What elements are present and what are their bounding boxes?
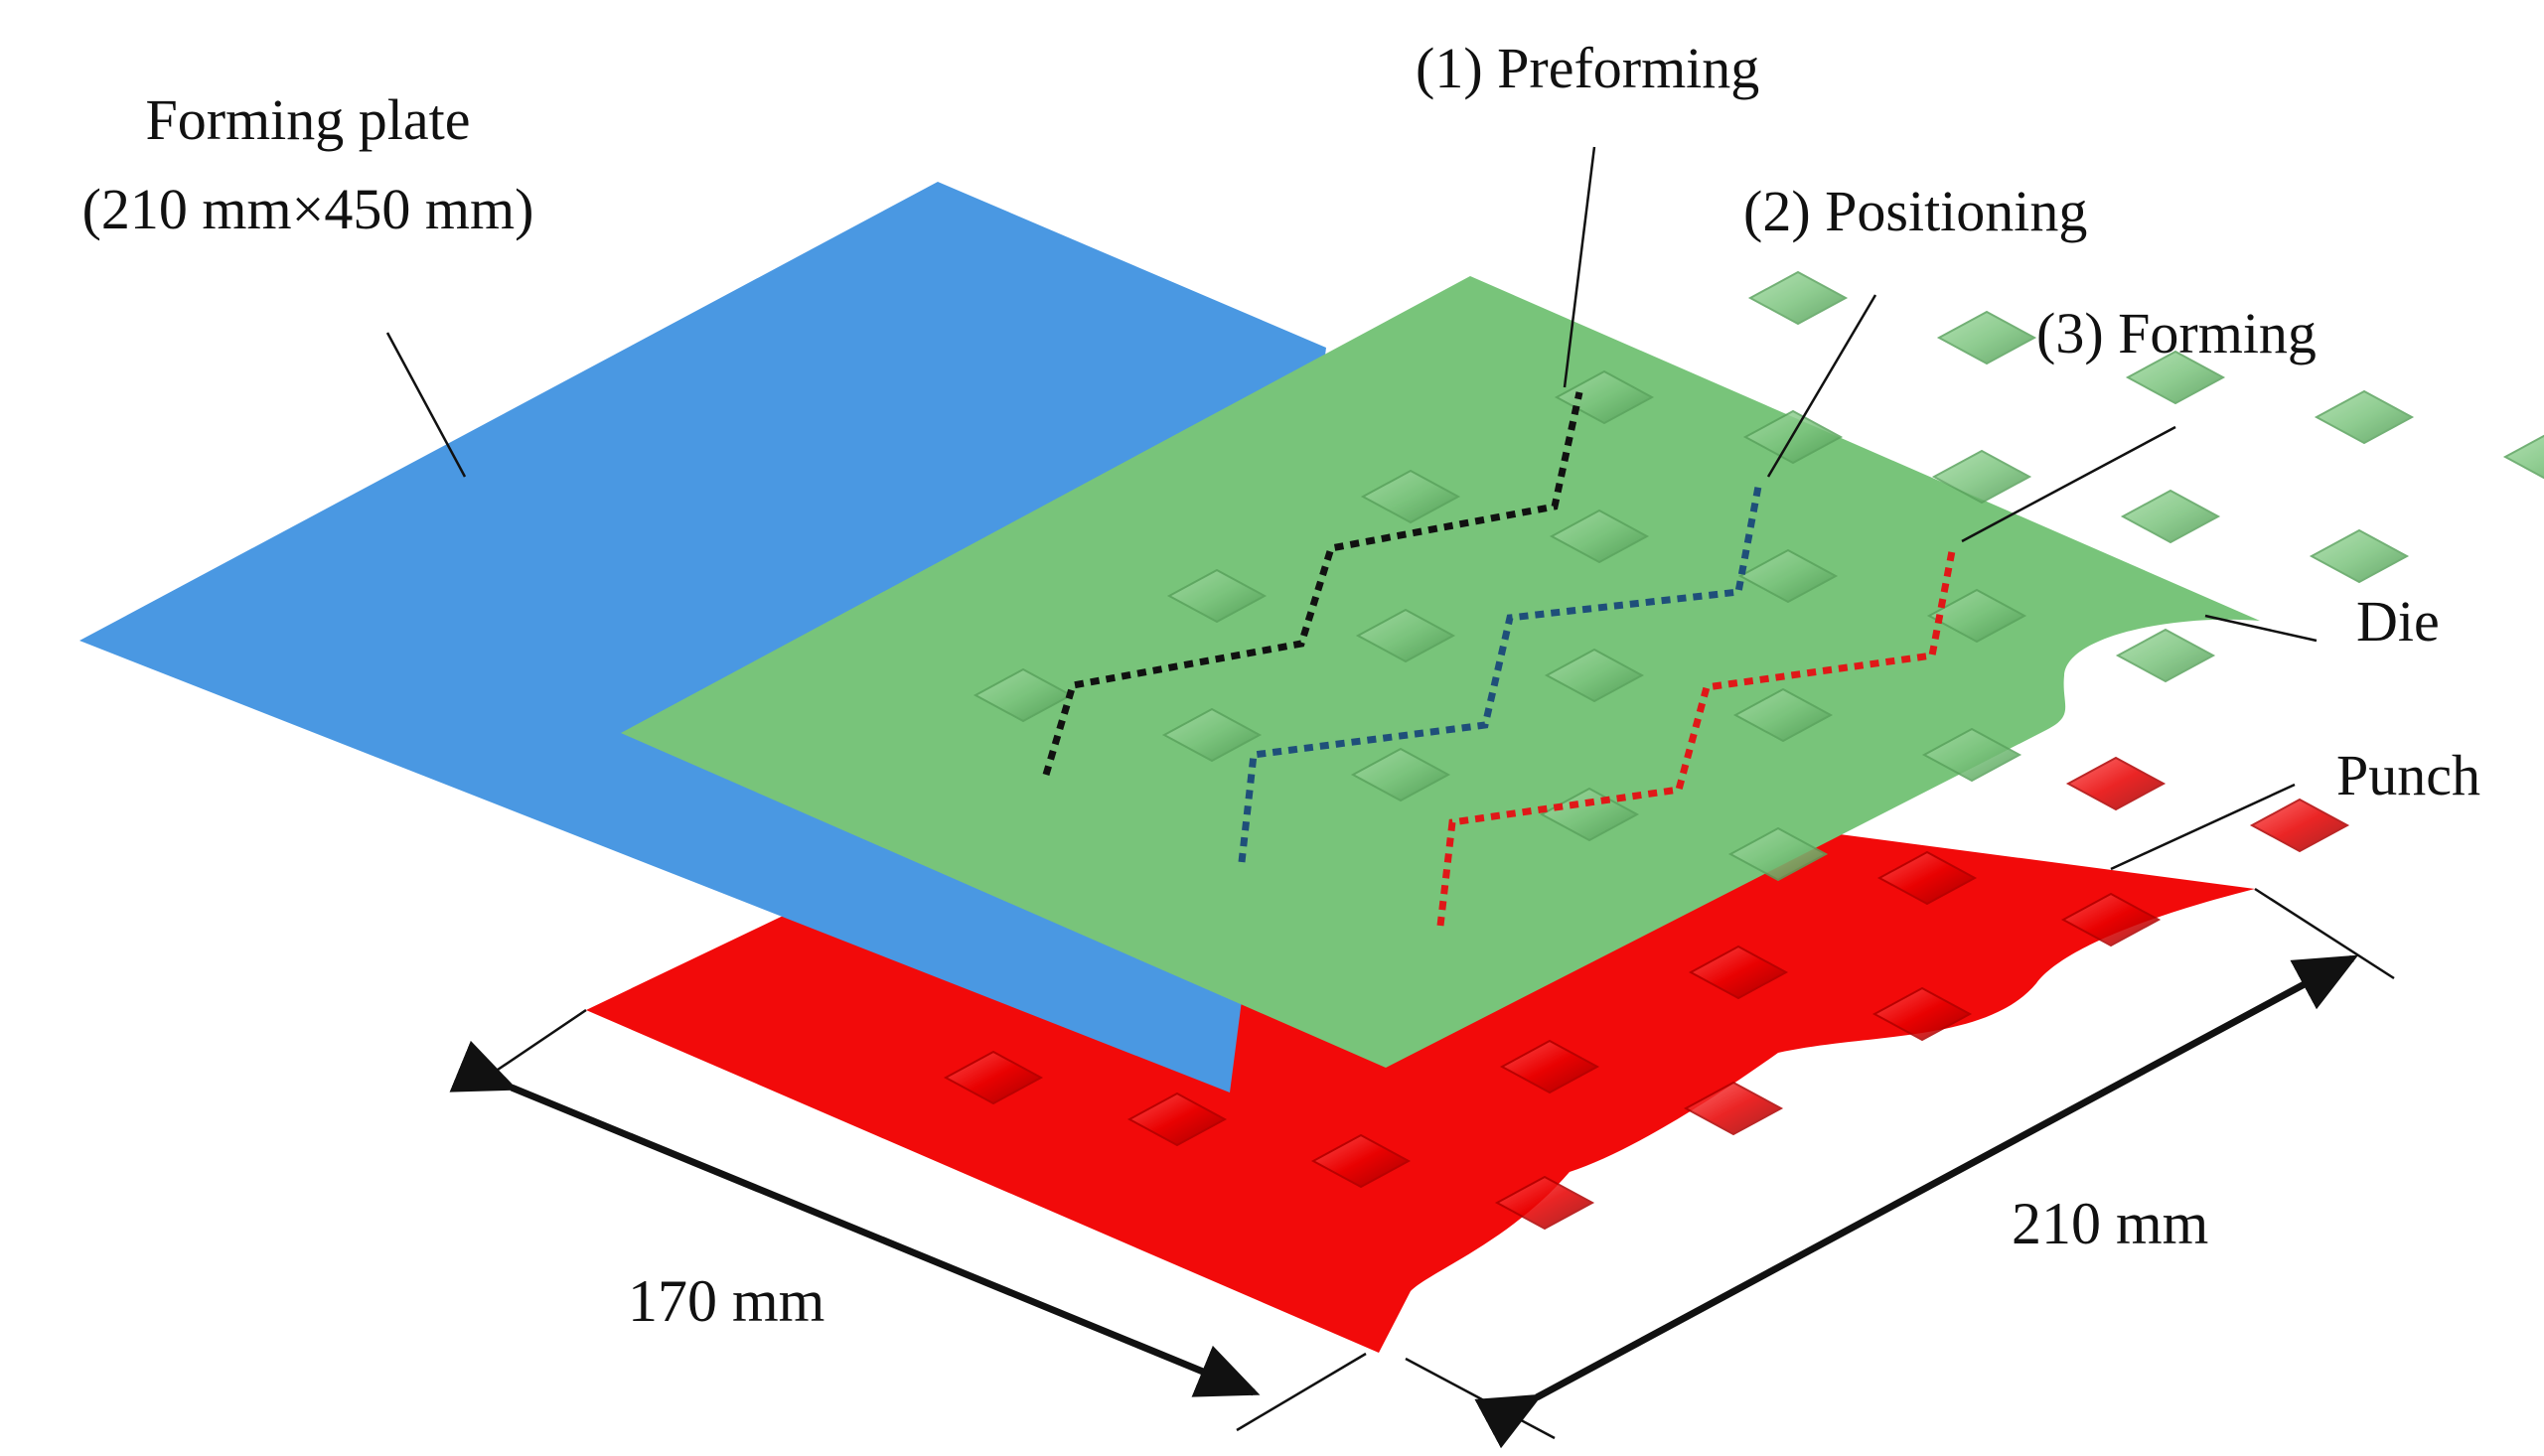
die-bumps — [973, 270, 2544, 882]
positioning-leader — [1766, 294, 1877, 478]
forming-plate-size: (210 mm×450 mm) — [82, 177, 534, 241]
die-bump — [1166, 568, 1268, 624]
die-leader — [2204, 614, 2318, 643]
preforming-leader — [1563, 146, 1596, 388]
dim-170-ext-right — [1236, 1352, 1367, 1432]
die-label: Die — [2356, 589, 2440, 654]
die-bump — [1737, 548, 1839, 604]
punch-label: Punch — [2336, 743, 2480, 807]
preforming-label: (1) Preforming — [1416, 36, 1759, 100]
dim-210-arrow — [1474, 954, 2359, 1449]
dim-210-ext-top — [2254, 887, 2395, 980]
die-bump — [1747, 270, 1849, 326]
die-bump — [2314, 389, 2415, 445]
punch-bump — [2060, 892, 2162, 947]
forming-label: (3) Forming — [2036, 301, 2317, 365]
die-bump — [1926, 588, 2027, 644]
die-bump — [1355, 608, 1456, 663]
punch-bump — [2249, 798, 2350, 853]
die-bump — [2115, 628, 2216, 683]
die-bump — [1732, 687, 1834, 743]
die-bump — [1161, 707, 1263, 763]
positioning-label: (2) Positioning — [1743, 179, 2087, 243]
punch-leader — [2110, 783, 2296, 871]
die-bump — [2120, 489, 2221, 544]
die-bump — [1350, 747, 1451, 802]
punch-bump — [1310, 1133, 1412, 1189]
plate-leader — [385, 332, 467, 478]
die-bump — [1727, 826, 1829, 882]
die-bump — [1936, 310, 2037, 365]
dim-170-ext-left — [466, 1008, 587, 1092]
die-body — [621, 276, 2260, 1068]
dim-170-arrow — [449, 1040, 1261, 1397]
forming-path — [1436, 550, 1956, 927]
dim-210-ext-bottom — [1405, 1357, 1556, 1440]
preforming-path — [1042, 391, 1583, 777]
die-bump — [1539, 787, 1640, 842]
die-bump — [1554, 369, 1655, 425]
punch-bump — [1876, 850, 1978, 906]
die-bump — [2502, 434, 2544, 480]
die-bump — [1931, 449, 2032, 505]
die-bump — [2309, 528, 2410, 584]
forming-plate-title: Forming plate — [145, 87, 470, 152]
die-bump — [2125, 350, 2226, 405]
die — [621, 270, 2544, 1068]
die-bump — [1549, 509, 1650, 564]
die-bump — [1921, 727, 2022, 783]
dim-210-label: 210 mm — [2012, 1191, 2208, 1256]
die-bump — [1544, 648, 1645, 703]
punch-bump — [2065, 756, 2167, 811]
forming-leader — [1961, 425, 2176, 543]
die-bump — [1360, 469, 1461, 524]
dim-170-label: 170 mm — [628, 1268, 824, 1334]
